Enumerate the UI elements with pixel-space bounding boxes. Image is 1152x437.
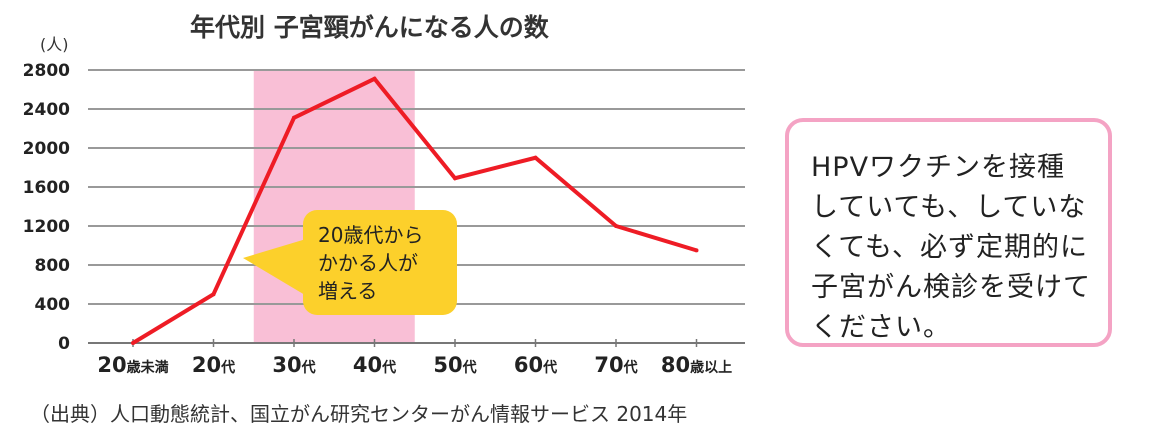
chart-title: 年代別 子宮頸がんになる人の数	[190, 13, 550, 42]
callout-text-line: かかる人が	[318, 251, 418, 275]
data-point	[453, 176, 457, 180]
x-tick-label: 30代	[272, 353, 315, 377]
y-axis-unit: (人)	[40, 35, 69, 54]
data-point	[131, 341, 135, 345]
x-tick-label: 40代	[353, 353, 396, 377]
callout-text-line: 増える	[318, 279, 377, 303]
advice-note: HPVワクチンを接種 していても、していな くても、必ず定期的に 子宮がん検診を…	[785, 118, 1112, 347]
data-point	[373, 77, 377, 81]
source-citation: （出典）人口動態統計、国立がん研究センターがん情報サービス 2014年	[30, 398, 687, 427]
x-tick-label: 80歳以上	[661, 353, 732, 377]
y-tick-label: 2400	[23, 100, 70, 120]
data-point	[614, 224, 618, 228]
data-point	[534, 156, 538, 160]
data-point	[695, 248, 699, 252]
x-tick-label: 60代	[514, 353, 557, 377]
y-tick-label: 0	[58, 334, 70, 354]
y-tick-label: 2000	[23, 139, 70, 159]
data-point	[292, 116, 296, 120]
callout-text-line: 20歳代から	[318, 223, 423, 247]
y-tick-label: 2800	[23, 61, 70, 81]
x-tick-label: 70代	[594, 353, 637, 377]
x-tick-label: 20代	[192, 353, 235, 377]
y-tick-label: 1600	[23, 178, 70, 198]
y-tick-label: 1200	[23, 217, 70, 237]
y-tick-label: 400	[35, 295, 71, 315]
y-tick-label: 800	[35, 256, 71, 276]
data-point	[212, 292, 216, 296]
x-tick-label: 50代	[433, 353, 476, 377]
x-tick-label: 20歳未満	[97, 353, 168, 377]
